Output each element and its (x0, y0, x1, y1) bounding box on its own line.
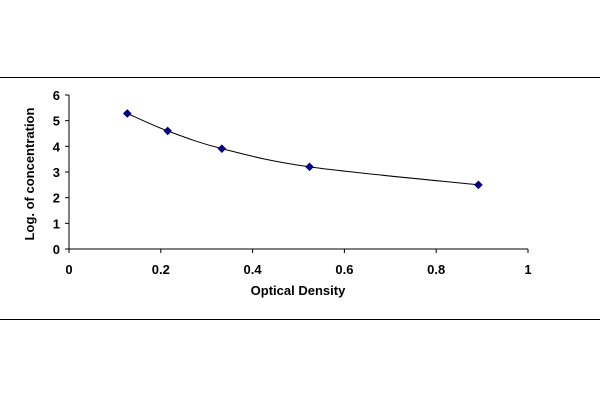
data-point (474, 180, 483, 190)
y-axis-title: Log. of concentration (22, 108, 37, 241)
y-tick-label: 3 (53, 165, 60, 180)
x-tick-label: 0.8 (427, 262, 445, 277)
y-tick-label: 0 (53, 242, 60, 257)
ticks (65, 94, 529, 253)
x-axis-title: Optical Density (251, 283, 346, 298)
data-point (122, 109, 132, 118)
y-tick-label: 1 (53, 216, 60, 231)
data-point (217, 144, 227, 153)
fit-curve (127, 113, 479, 186)
data-point (305, 162, 314, 172)
chart-frame (0, 77, 600, 320)
x-tick-label: 0.2 (152, 262, 170, 277)
y-tick-label: 2 (53, 191, 60, 206)
x-tick-label: 1 (524, 262, 531, 277)
data-point (163, 126, 172, 136)
tick-labels: 0 0.2 0.4 0.6 0.8 1 0 1 2 3 4 5 6 (53, 88, 532, 277)
y-tick-label: 4 (53, 139, 61, 154)
y-tick-label: 5 (53, 114, 60, 129)
data-points (122, 109, 483, 190)
y-tick-label: 6 (53, 88, 60, 103)
x-tick-label: 0.4 (244, 262, 263, 277)
x-tick-label: 0.6 (335, 262, 353, 277)
x-tick-label: 0 (65, 262, 72, 277)
